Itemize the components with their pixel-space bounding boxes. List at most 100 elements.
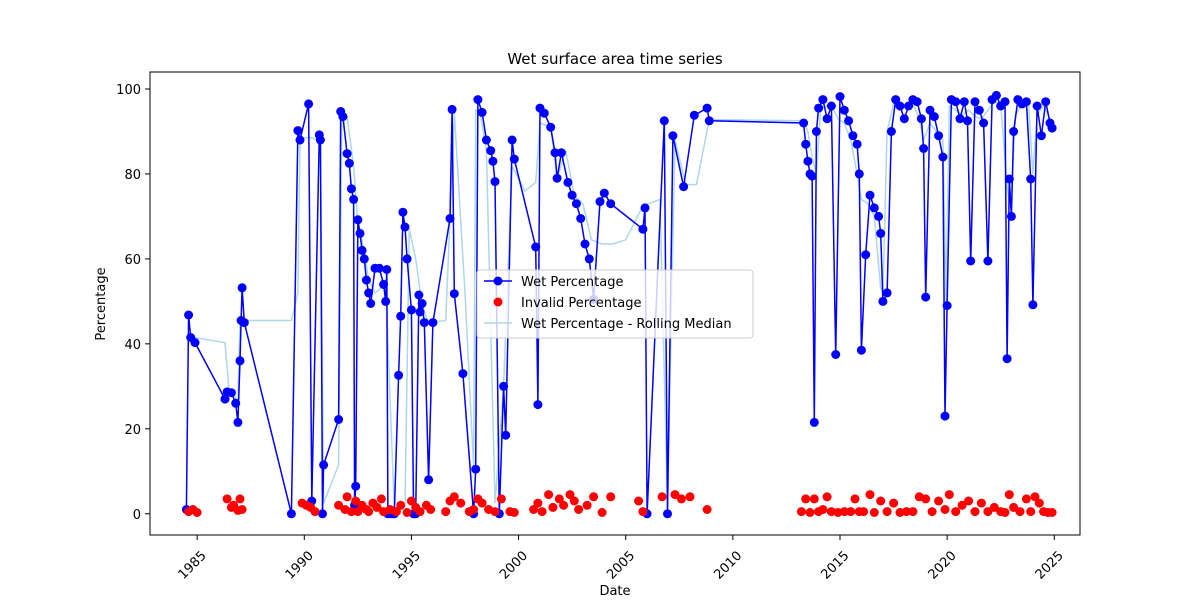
legend-item-median: Wet Percentage - Rolling Median [484,317,732,332]
wet-percentage-point [501,430,511,440]
wet-percentage-point [507,135,517,145]
wet-percentage-point [904,101,914,111]
invalid-percentage-point [509,508,519,517]
wet-percentage-point [351,481,361,491]
invalid-percentage-point [342,492,352,502]
invalid-percentage-point [1009,502,1019,512]
wet-percentage-point [580,239,590,249]
wet-percentage-point [406,305,416,315]
invalid-percentage-point [702,505,712,514]
wet-percentage-point [428,318,438,328]
invalid-percentage-point [809,494,819,504]
invalid-percentage-point [544,490,554,500]
invalid-percentage-point [334,500,344,510]
wet-percentage-point [366,299,376,308]
wet-percentage-point [477,107,487,117]
wet-percentage-point [818,95,828,105]
invalid-percentage-point [801,494,811,504]
y-tick-label: 0 [133,508,141,523]
wet-percentage-point [874,211,884,221]
wet-percentage-point [854,169,864,179]
invalid-percentage-point [1000,508,1010,517]
wet-percentage-point [940,411,950,421]
invalid-percentage-point [548,502,558,512]
invalid-percentage-point [589,492,599,502]
wet-percentage-point [344,158,354,168]
invalid-percentage-point [490,507,500,517]
wet-percentage-point [882,288,892,298]
wet-percentage-point [239,318,249,328]
wet-percentage-point [1021,97,1031,107]
legend-item-wet: Wet Percentage [484,275,623,290]
wet-percentage-point [1002,354,1012,364]
wet-percentage-point [346,184,356,194]
wet-percentage-point [934,131,944,141]
wet-percentage-point [509,154,519,164]
invalid-percentage-point [426,505,436,514]
wet-percentage-point [1000,97,1010,107]
wet-percentage-point [599,188,609,198]
wet-percentage-point [237,283,247,293]
wet-percentage-point [929,112,939,122]
invalid-percentage-point [638,507,648,517]
wet-percentage-point [220,394,230,404]
invalid-percentage-point [889,498,899,508]
wet-percentage-point [966,256,976,266]
wet-percentage-point [704,116,714,126]
invalid-percentage-point [901,507,911,517]
invalid-percentage-point [822,492,832,502]
wet-percentage-point [848,131,858,141]
invalid-percentage-point [934,496,944,506]
invalid-percentage-point [597,508,607,517]
wet-percentage-point [1026,174,1036,184]
wet-percentage-point [226,388,236,398]
wet-percentage-point [488,156,498,166]
invalid-percentage-point [634,496,644,506]
invalid-percentage-point [565,490,575,500]
wet-percentage-point [447,104,457,114]
invalid-percentage-point [364,507,374,517]
invalid-percentage-point [964,496,974,506]
plot-area [181,90,1057,519]
wet-percentage-point [844,116,854,126]
wet-percentage-point [338,112,348,122]
wet-percentage-point [364,288,374,298]
wet-percentage-point [835,92,845,102]
wet-percentage-point [556,148,566,158]
invalid-percentage-point [921,494,931,504]
wet-percentage-point [869,203,879,213]
wet-percentage-point [353,215,363,225]
invalid-percentage-point [869,508,879,517]
invalid-percentage-point [976,498,986,508]
invalid-percentage-point [957,500,967,510]
wet-percentage-point [402,254,412,264]
legend-item-invalid: Invalid Percentage [493,296,641,311]
invalid-percentage-point [376,494,386,504]
wet-percentage-point [473,95,483,105]
wet-percentage-point [286,509,296,519]
wet-percentage-point [396,311,406,321]
wet-percentage-point [916,114,926,124]
wet-percentage-point [891,95,901,105]
wet-percentage-point [689,110,699,120]
wet-percentage-point [1004,174,1014,184]
wet-percentage-point [499,381,509,391]
invalid-percentage-point [1004,490,1014,500]
wet-percentage-point [381,296,391,306]
wet-percentage-point [852,139,862,149]
wet-percentage-point [912,97,922,107]
wet-percentage-series [181,90,1057,519]
wet-percentage-point [550,148,560,158]
wet-percentage-point [374,263,384,273]
wet-percentage-point [486,146,496,156]
legend-invalid-marker [493,297,503,307]
y-tick-label: 40 [124,338,141,353]
invalid-percentage-point [970,507,980,517]
wet-percentage-point [342,149,352,159]
wet-percentage-point [319,460,329,470]
wet-percentage-point [576,214,586,223]
wet-percentage-point [1036,131,1046,141]
wet-percentage-point [942,301,952,311]
invalid-percentage-point [865,490,875,500]
y-axis-ticks: 0 20 40 60 80 100 [116,83,150,523]
